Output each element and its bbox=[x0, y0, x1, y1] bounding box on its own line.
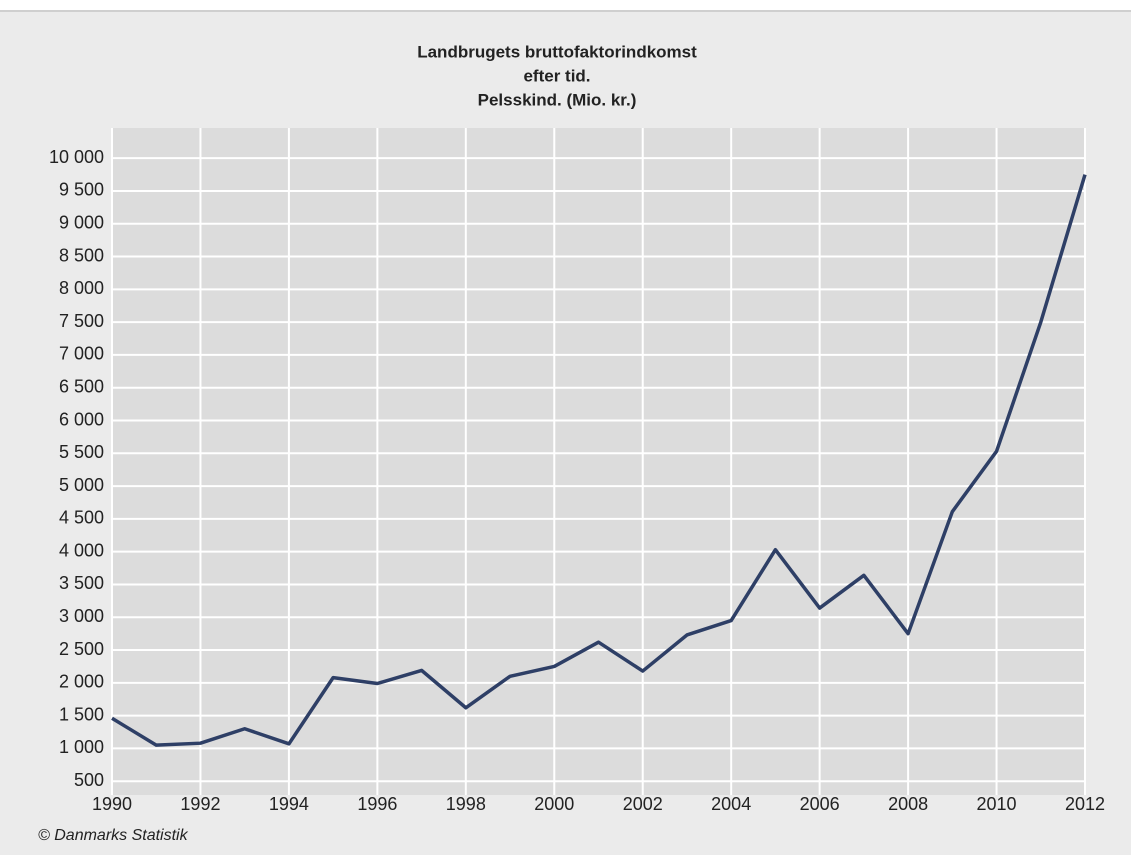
y-tick-label: 8 000 bbox=[59, 278, 104, 298]
y-tick-label: 5 500 bbox=[59, 442, 104, 462]
x-tick-label: 1998 bbox=[446, 794, 486, 814]
y-tick-label: 3 000 bbox=[59, 606, 104, 626]
y-tick-label: 1 500 bbox=[59, 704, 104, 724]
y-tick-label: 10 000 bbox=[49, 147, 104, 167]
y-tick-label: 2 500 bbox=[59, 639, 104, 659]
x-tick-label: 2008 bbox=[888, 794, 928, 814]
y-tick-label: 500 bbox=[74, 770, 104, 790]
x-tick-label: 1994 bbox=[269, 794, 309, 814]
y-tick-label: 6 000 bbox=[59, 409, 104, 429]
y-tick-label: 9 000 bbox=[59, 213, 104, 233]
plot-area bbox=[112, 128, 1085, 795]
x-tick-label: 1990 bbox=[92, 794, 132, 814]
x-tick-label: 2006 bbox=[800, 794, 840, 814]
x-tick-label: 2002 bbox=[623, 794, 663, 814]
y-tick-label: 6 500 bbox=[59, 376, 104, 396]
y-tick-label: 1 000 bbox=[59, 737, 104, 757]
x-tick-label: 1992 bbox=[180, 794, 220, 814]
x-tick-label: 2010 bbox=[977, 794, 1017, 814]
x-tick-label: 2000 bbox=[534, 794, 574, 814]
source: © Danmarks Statistik bbox=[38, 827, 189, 844]
data-line bbox=[111, 174, 1087, 747]
y-tick-label: 2 000 bbox=[59, 672, 104, 692]
chart-title: efter tid. bbox=[523, 66, 590, 85]
y-tick-label: 4 500 bbox=[59, 508, 104, 528]
chart-title: Landbrugets bruttofaktorindkomst bbox=[417, 42, 697, 61]
y-tick-label: 4 000 bbox=[59, 540, 104, 560]
y-tick-label: 9 500 bbox=[59, 180, 104, 200]
x-tick-label: 1996 bbox=[357, 794, 397, 814]
x-tick-label: 2004 bbox=[711, 794, 751, 814]
frame-edge bbox=[0, 10, 1131, 12]
x-tick-label: 2012 bbox=[1065, 794, 1105, 814]
y-tick-label: 5 000 bbox=[59, 475, 104, 495]
y-tick-label: 7 000 bbox=[59, 344, 104, 364]
y-tick-label: 3 500 bbox=[59, 573, 104, 593]
chart-title: Pelsskind. (Mio. kr.) bbox=[478, 90, 637, 109]
y-tick-label: 8 500 bbox=[59, 245, 104, 265]
y-tick-label: 7 500 bbox=[59, 311, 104, 331]
